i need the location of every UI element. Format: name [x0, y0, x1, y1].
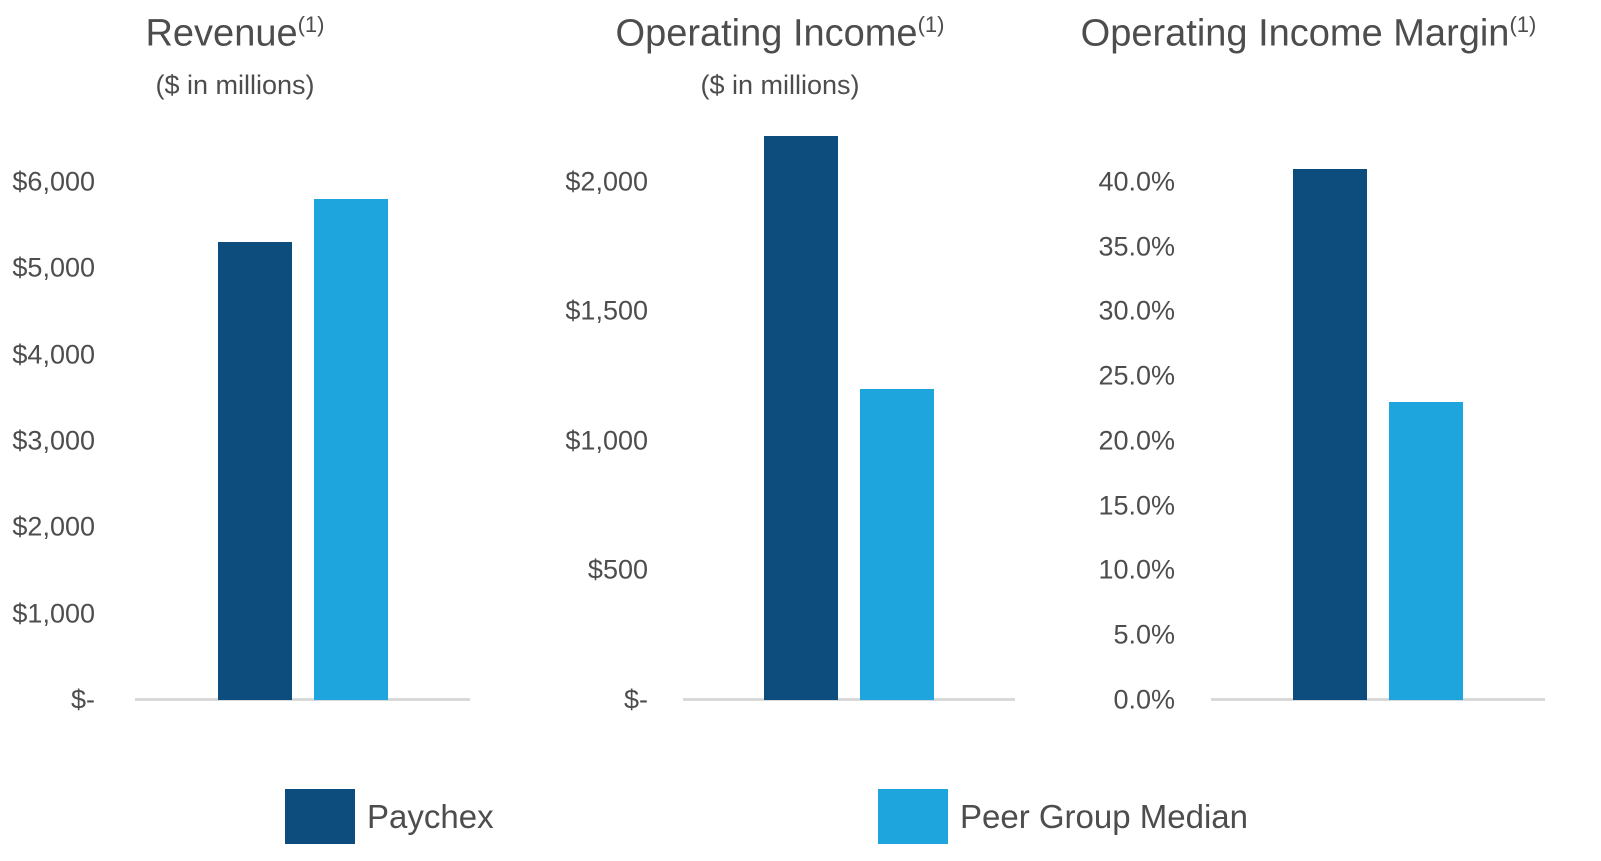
legend-swatch-paychex: [285, 789, 355, 844]
plot-row: $- $1,000 $2,000 $3,000 $4,000 $5,000 $6,000: [0, 130, 470, 713]
y-tick-label: 5.0%: [1113, 619, 1175, 650]
footnote-marker: (1): [297, 12, 325, 37]
y-tick-label: $-: [70, 684, 95, 715]
chart-subtitle: ($ in millions): [155, 69, 315, 100]
chart-title-revenue: Revenue(1): [0, 12, 470, 56]
y-tick-label: $1,500: [565, 295, 648, 326]
y-tick-label: $5,000: [12, 252, 95, 283]
legend-label-paychex: Paychex: [367, 797, 494, 835]
plot-area: [135, 130, 470, 701]
y-tick-label: 25.0%: [1098, 360, 1175, 391]
chart-title-text: Operating Income Margin: [1080, 12, 1510, 55]
chart-panel-operating-income: Operating Income(1) ($ in millions) $- $5…: [545, 12, 1015, 713]
bar-paychex: [1293, 168, 1367, 700]
chart-panel-operating-income-margin: Operating Income Margin(1) 0.0% 5.0% 10.0%…: [1072, 12, 1545, 713]
footnote-marker: (1): [917, 12, 945, 37]
bar-paychex: [217, 242, 292, 700]
bar-peer-group-median: [1389, 402, 1463, 700]
chart-title-operating-income: Operating Income(1): [545, 12, 1015, 56]
y-axis: $- $1,000 $2,000 $3,000 $4,000 $5,000 $6,000: [0, 130, 95, 713]
bar-peer-group-median: [860, 389, 934, 700]
legend-item-peer-group-median: Peer Group Median: [878, 789, 1248, 844]
y-tick-label: 40.0%: [1098, 166, 1175, 197]
plot-area: [683, 130, 1015, 701]
chart-subtitle: [1072, 70, 1545, 100]
plot-row: 0.0% 5.0% 10.0% 15.0% 20.0% 25.0% 30.0% 35.0% 40…: [1072, 130, 1545, 713]
plot-area: [1211, 130, 1545, 701]
y-tick-label: 10.0%: [1098, 554, 1175, 585]
y-tick-label: $3,000: [12, 425, 95, 456]
y-axis: $- $500 $1,000 $1,500 $2,000: [545, 130, 648, 713]
x-axis-baseline: [683, 698, 1015, 701]
chart-title-operating-income-margin: Operating Income Margin(1): [1072, 12, 1545, 56]
y-tick-label: $2,000: [12, 511, 95, 542]
y-tick-label: $-: [623, 684, 648, 715]
y-tick-label: $1,000: [565, 425, 648, 456]
y-tick-label: $500: [587, 554, 648, 585]
y-tick-label: $1,000: [12, 598, 95, 629]
y-tick-label: 35.0%: [1098, 231, 1175, 262]
y-tick-label: 20.0%: [1098, 425, 1175, 456]
y-tick-label: $4,000: [12, 339, 95, 370]
legend-label-peer-group-median: Peer Group Median: [960, 797, 1248, 835]
y-tick-label: 30.0%: [1098, 295, 1175, 326]
x-axis-baseline: [1211, 698, 1545, 701]
plot-row: $- $500 $1,000 $1,500 $2,000: [545, 130, 1015, 713]
legend-swatch-peer-group-median: [878, 789, 948, 844]
chart-title-text: Operating Income: [615, 12, 918, 55]
y-tick-label: $2,000: [565, 166, 648, 197]
y-tick-label: 0.0%: [1113, 684, 1175, 715]
y-axis: 0.0% 5.0% 10.0% 15.0% 20.0% 25.0% 30.0% 35.0% 40…: [1072, 130, 1175, 713]
footnote-marker: (1): [1509, 12, 1537, 37]
x-axis-baseline: [135, 698, 470, 701]
chart-panel-revenue: Revenue(1) ($ in millions) $- $1,000 $2,00…: [0, 12, 470, 713]
legend-item-paychex: Paychex: [285, 789, 494, 844]
bar-paychex: [764, 136, 838, 700]
chart-subtitle: ($ in millions): [700, 69, 860, 100]
chart-title-text: Revenue: [145, 12, 298, 55]
y-tick-label: 15.0%: [1098, 490, 1175, 521]
bar-peer-group-median: [313, 199, 388, 700]
y-tick-label: $6,000: [12, 166, 95, 197]
